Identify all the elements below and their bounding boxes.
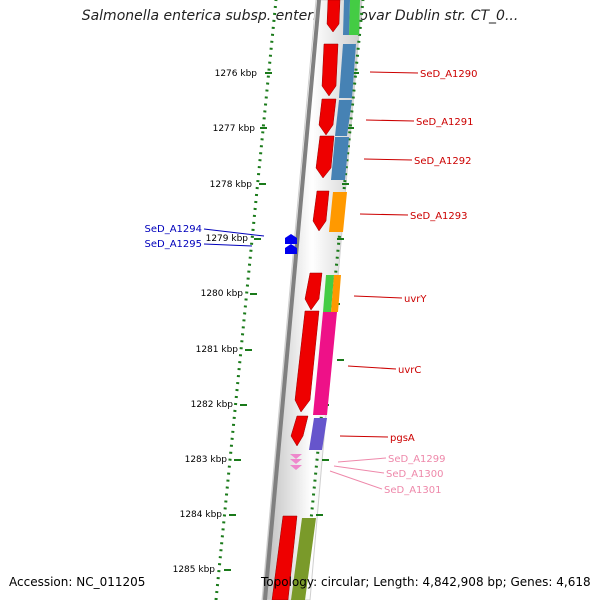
gene-label-sed-a1293[interactable]: SeD_A1293	[410, 211, 468, 222]
accession-label: Accession: NC_011205	[9, 575, 146, 589]
gene-arrow	[304, 272, 323, 311]
gene-label-sed-a1299[interactable]: SeD_A1299	[388, 454, 446, 465]
ruler-label: 1284 kbp	[180, 510, 223, 520]
block-magenta	[313, 312, 337, 415]
reverse-features	[285, 234, 297, 254]
ruler-label: 1282 kbp	[191, 400, 234, 410]
ruler-label: 1281 kbp	[196, 345, 239, 355]
gene-arrow	[290, 454, 302, 459]
category-blocks	[291, 0, 360, 600]
ruler-label: 1283 kbp	[185, 455, 228, 465]
gene-label-uvrc[interactable]: uvrC	[398, 365, 421, 376]
block-blue	[343, 0, 350, 35]
ruler-label: 1285 kbp	[173, 565, 216, 575]
gene-label-sed-a1290[interactable]: SeD_A1290	[420, 69, 478, 80]
gene-arrow	[315, 135, 335, 179]
block-purple	[309, 418, 327, 450]
block-blue	[339, 44, 356, 98]
block-green	[349, 0, 360, 35]
ruler-label: 1278 kbp	[210, 180, 253, 190]
gene-label-sed-a1294[interactable]: SeD_A1294	[145, 224, 203, 235]
ruler-label: 1277 kbp	[213, 124, 256, 134]
ruler-label: 1279 kbp	[206, 234, 249, 244]
gene-label-sed-a1291[interactable]: SeD_A1291	[416, 117, 474, 128]
content-ticks	[316, 72, 359, 516]
block-blue	[335, 100, 352, 136]
pink-features	[290, 454, 302, 470]
ruler-label: 1280 kbp	[201, 289, 244, 299]
map-title: Salmonella enterica subsp. enterica sero…	[81, 8, 519, 24]
block-blue	[331, 137, 349, 180]
gene-arrow	[290, 465, 302, 470]
topology-label: Topology: circular; Length: 4,842,908 bp…	[261, 575, 591, 589]
gene-arrow	[290, 415, 309, 447]
block-orange	[331, 275, 341, 312]
gene-arrow	[271, 515, 298, 600]
backbone-line	[263, 0, 321, 600]
gene-arrow	[318, 98, 337, 136]
gene-arrow	[294, 310, 320, 413]
gene-label-sed-a1300[interactable]: SeD_A1300	[386, 469, 444, 480]
gene-arrow	[326, 0, 341, 33]
ruler-dotted-line	[214, 0, 278, 600]
gene-arrow	[290, 459, 302, 464]
gene-label-sed-a1295[interactable]: SeD_A1295	[145, 239, 203, 250]
block-olive	[291, 518, 316, 600]
gene-arrow	[321, 43, 339, 97]
gene-arrow	[312, 190, 330, 232]
gene-label-sed-a1292[interactable]: SeD_A1292	[414, 156, 472, 167]
gene-arrow	[285, 244, 297, 254]
ruler-label: 1276 kbp	[215, 69, 258, 79]
block-green	[323, 275, 334, 312]
gene-arrow	[285, 234, 297, 244]
cds-arrows	[271, 0, 341, 600]
gene-label-pgsa[interactable]: pgsA	[390, 433, 415, 444]
block-orange	[329, 192, 347, 232]
leader-lines	[203, 71, 419, 490]
gene-label-sed-a1301[interactable]: SeD_A1301	[384, 485, 442, 496]
gene-label-uvry[interactable]: uvrY	[404, 294, 427, 305]
